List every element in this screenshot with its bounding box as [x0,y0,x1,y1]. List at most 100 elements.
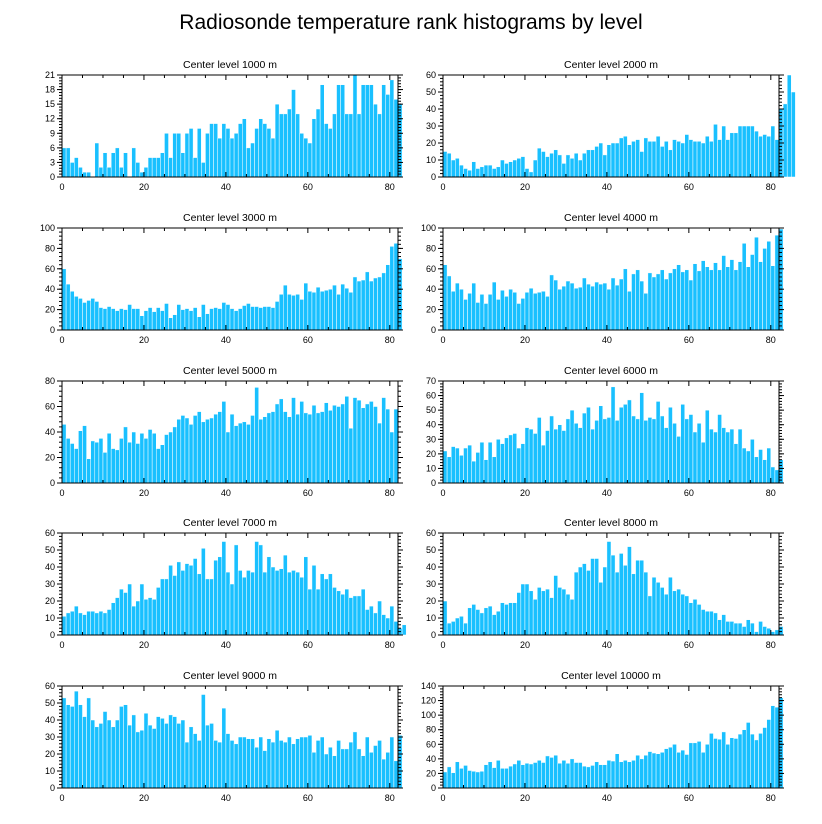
bar [127,304,132,331]
bar [336,84,341,178]
bar [664,593,669,636]
bar [270,307,276,331]
bar [733,269,739,331]
bar [582,412,587,484]
bar [602,418,608,484]
bar [172,426,177,484]
bar [213,413,218,484]
bar [377,276,382,331]
bar [303,412,309,484]
bar [467,770,472,789]
bar [553,575,558,636]
bar [229,137,235,178]
bar [299,299,305,331]
bar [209,417,214,484]
bar [385,408,391,484]
bar [758,733,763,789]
bar [704,744,710,789]
bar [455,617,460,636]
bar [82,302,87,331]
panel-7: Center level 7000 m 0 20 40 60 80 0 10 20 30 40 50 6… [45,517,407,650]
bar [123,426,128,484]
bar [311,752,317,789]
bar [160,152,165,178]
y-tick-label: 40 [426,284,436,294]
bar [709,141,714,178]
bar [483,164,489,178]
bar [147,724,153,789]
bar [352,276,358,331]
bar [721,614,726,636]
bar [471,282,477,331]
bar [573,152,579,178]
bar [78,298,83,331]
bar [561,430,567,484]
bar [119,308,124,331]
bar [483,459,489,484]
bar [692,599,698,636]
bar [639,392,645,484]
bar [491,614,497,636]
bar [733,443,739,484]
bar [684,754,690,789]
bar [242,305,247,331]
bar [270,566,276,636]
bar [69,162,75,178]
bar [123,592,128,636]
bar [373,277,378,331]
bar [356,748,362,789]
panel-10: Center level 10000 m 0 20 40 60 80 0 20 40 60 80 10… [421,670,784,803]
bar [450,621,456,636]
bar [94,726,100,789]
bar [184,563,190,636]
bar-series [61,387,399,484]
bar [283,741,288,789]
bar [131,308,137,331]
bar [664,141,669,178]
bar [446,275,452,331]
bar [664,278,669,331]
bar [561,285,567,331]
bar [127,583,132,636]
bar [463,622,468,636]
bar [287,571,292,636]
bar [381,758,386,789]
bar [78,430,83,484]
bar [668,746,673,789]
bar [344,396,350,484]
bar [750,622,755,636]
bar [741,125,747,178]
bar [315,108,321,178]
bar [696,423,702,484]
x-tick-label: 20 [139,640,149,650]
bar [332,404,337,484]
bar [381,397,386,484]
bar [323,402,329,484]
bar [590,765,595,789]
bar [205,419,210,484]
panel-6: Center level 6000 m 0 20 40 60 80 0 10 20 30 40 50 6… [426,365,784,498]
bar [688,742,694,789]
bar [520,764,526,789]
y-tick-label: 30 [426,121,436,131]
bar [459,768,464,789]
bar [655,753,661,789]
bar [151,599,157,636]
panel-title: Center level 4000 m [564,212,658,224]
bar [237,422,243,484]
bar [598,142,604,178]
bar [176,419,182,484]
panel-4: Center level 4000 m 0 20 40 60 80 0 20 40 60 80 100 [421,212,784,345]
bar [623,565,628,636]
bar [557,424,563,484]
bar [791,91,796,178]
bar [360,588,366,636]
bar [721,255,726,331]
bar [360,755,366,789]
bar [528,171,534,178]
x-tick-label: 40 [221,793,231,803]
y-tick-label: 70 [426,376,436,386]
bar [516,303,522,331]
bar [242,736,247,789]
